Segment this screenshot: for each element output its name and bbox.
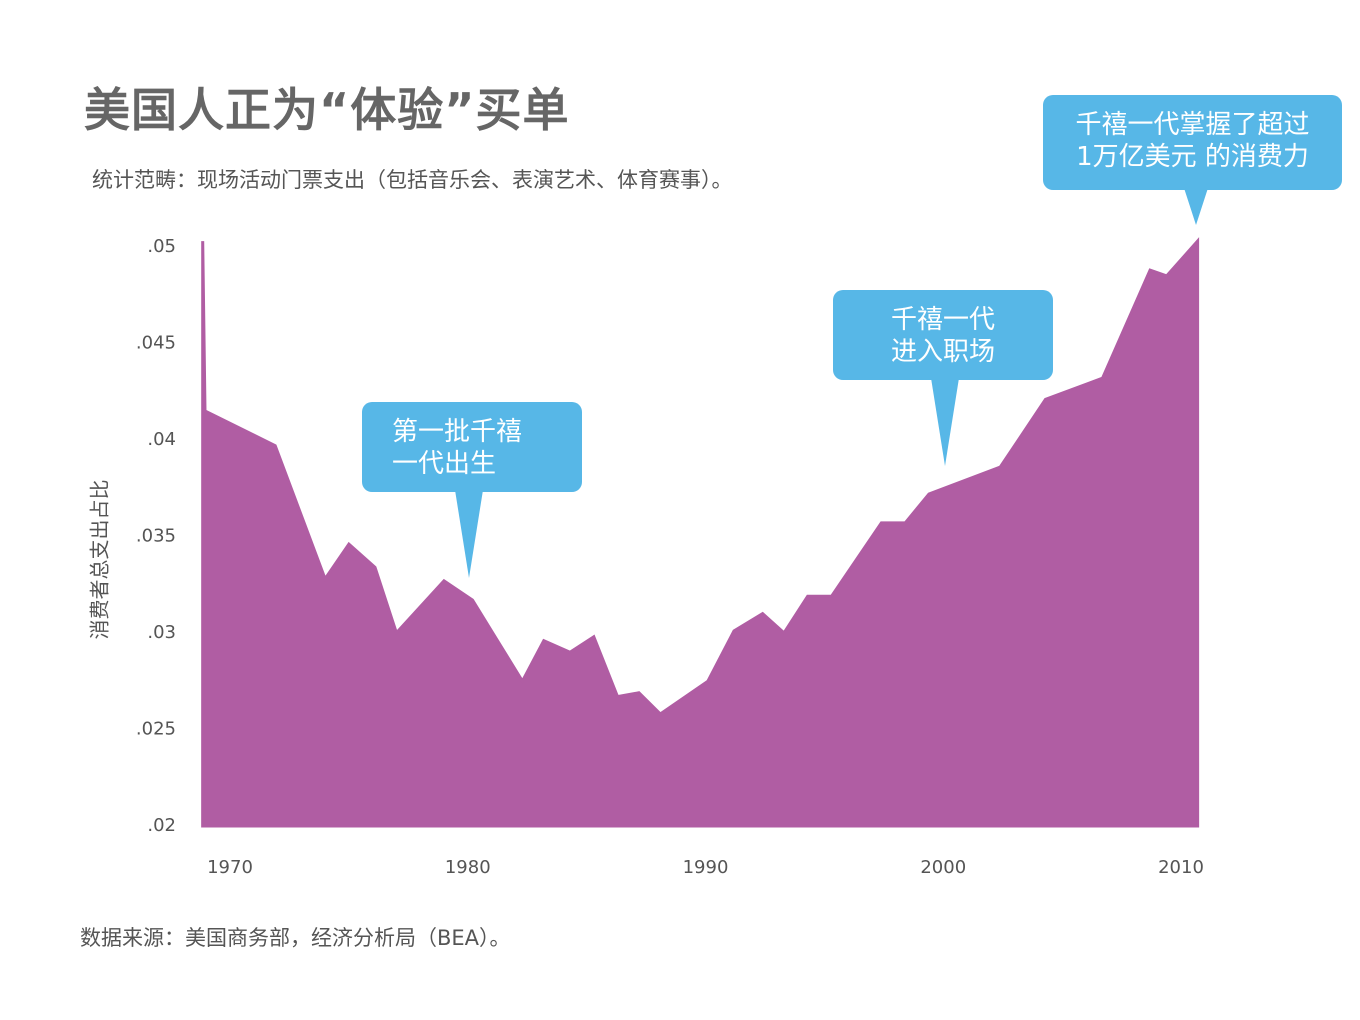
- callout-first-millennials-born: 第一批千禧 一代出生: [362, 402, 582, 492]
- callout-pointer: [931, 378, 959, 466]
- y-tick-label: .035: [136, 526, 176, 547]
- x-tick-label: 1980: [445, 857, 491, 878]
- area-series: [201, 237, 1200, 828]
- y-tick-label: .05: [147, 236, 176, 257]
- callout-line: 第一批千禧: [392, 417, 523, 447]
- callout-line: 一代出生: [392, 449, 497, 479]
- x-tick-label: 1990: [683, 857, 729, 878]
- callout-pointer: [1184, 188, 1208, 225]
- chart-title: 美国人正为“体验”买单: [84, 83, 570, 137]
- y-tick-label: .03: [147, 622, 176, 643]
- x-tick-label: 2010: [1158, 857, 1204, 878]
- y-tick-label: .025: [136, 719, 176, 740]
- callout-line: 1万亿美元 的消费力: [1076, 142, 1309, 172]
- callout-line: 千禧一代掌握了超过: [1075, 110, 1310, 140]
- chart-subtitle: 统计范畴：现场活动门票支出（包括音乐会、表演艺术、体育赛事）。: [92, 168, 733, 192]
- callout-line: 千禧一代: [890, 305, 995, 335]
- y-tick-label: .02: [147, 815, 176, 836]
- data-source: 数据来源：美国商务部，经济分析局（BEA）。: [80, 926, 511, 950]
- x-tick-label: 2000: [920, 857, 966, 878]
- callout-pointer: [455, 490, 483, 578]
- callout-millennials-enter-workforce: 千禧一代 进入职场: [833, 290, 1053, 380]
- y-tick-label: .045: [136, 333, 176, 354]
- x-tick-label: 1970: [207, 857, 253, 878]
- callout-line: 进入职场: [890, 337, 995, 367]
- y-tick-label: .04: [147, 429, 176, 450]
- callout-trillion-spending-power: 千禧一代掌握了超过 1万亿美元 的消费力: [1043, 95, 1342, 190]
